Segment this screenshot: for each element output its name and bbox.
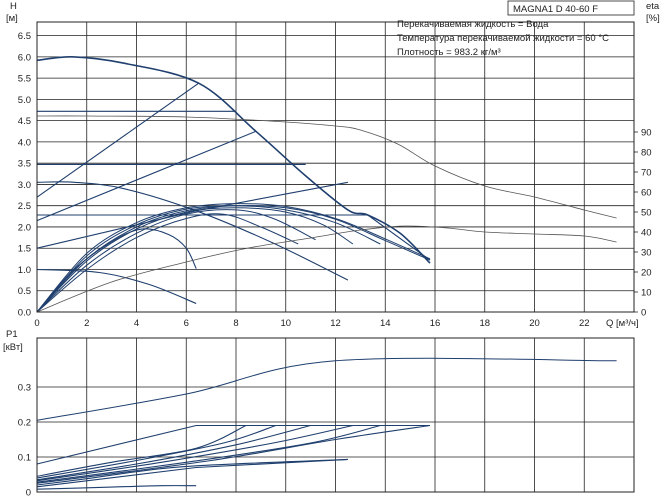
eta-y-tick-label: 0 — [641, 308, 646, 319]
head-axis-unit: [м] — [6, 13, 18, 24]
x-tick-label: 12 — [330, 318, 341, 329]
power-y-ticks: 0 0.1 0.2 0.3 — [18, 383, 31, 499]
power-y-tick-label: 0.3 — [18, 383, 31, 394]
head-y-tick-label: 4.0 — [18, 137, 31, 148]
power-curve-speed-6 — [36, 424, 381, 483]
head-grid — [37, 22, 634, 312]
info-line-temperature: Температура перекачиваемой жидкости = 60… — [397, 33, 609, 44]
head-curve-proportional-1 — [36, 130, 257, 222]
power-curve-speed-5 — [36, 424, 354, 482]
head-curve-constant_curve-8 — [36, 181, 349, 281]
head-curve-max-6 — [36, 56, 431, 264]
head-y-tick-label: 1.5 — [18, 244, 31, 255]
head-curve-small-16 — [36, 228, 197, 313]
head-curves — [36, 56, 617, 313]
eta-y-tick-label: 20 — [641, 268, 652, 279]
head-curve-autoadapt-15 — [36, 213, 299, 313]
eta-y-tick-label: 70 — [641, 168, 652, 179]
head-y-tick-label: 0.0 — [18, 308, 31, 319]
x-tick-label: 14 — [380, 318, 391, 329]
eta-y-tick-label: 50 — [641, 208, 652, 219]
info-line-fluid: Перекачиваемая жидкость = Вода — [397, 19, 549, 30]
x-tick-label: 22 — [579, 318, 590, 329]
eta-y-tick-label: 30 — [641, 248, 652, 259]
eta-y-tick-label: 60 — [641, 188, 652, 199]
x-ticks: 0 2 4 6 8 10 12 14 16 18 20 22 — [34, 318, 589, 329]
eta-axis-label: eta — [646, 1, 660, 12]
head-y-tick-label: 5.5 — [18, 74, 31, 85]
eta-y-tick-label: 40 — [641, 228, 652, 239]
power-curve-speed-2 — [36, 425, 247, 477]
power-curve-speed-7 — [36, 424, 431, 484]
head-y-tick-label: 3.0 — [18, 180, 31, 191]
head-y-tick-label: 6.5 — [18, 31, 31, 42]
power-y-tick-label: 0 — [26, 488, 31, 499]
head-y-tick-label: 1.0 — [18, 265, 31, 276]
head-y-tick-label: 2.5 — [18, 201, 31, 212]
x-tick-label: 18 — [479, 318, 490, 329]
model-box — [507, 0, 635, 16]
head-y-tick-label: 5.0 — [18, 95, 31, 106]
power-curve-max-0 — [36, 357, 617, 421]
power-axis-unit: [кВт] — [3, 342, 23, 353]
head-y-tick-label: 0.5 — [18, 286, 31, 297]
head-curve-autoadapt-12 — [36, 205, 381, 313]
x-tick-label: 8 — [233, 318, 238, 329]
head-curve-autoadapt-13 — [36, 207, 354, 313]
head-y-tick-label: 2.0 — [18, 222, 31, 233]
head-curve-proportional-2 — [36, 82, 200, 198]
power-curve-small-8 — [36, 458, 348, 488]
head-y-tick-label: 4.5 — [18, 116, 31, 127]
eta-y-tick-label: 10 — [641, 288, 652, 299]
head-y-tick-label: 3.5 — [18, 159, 31, 170]
head-curve-constant_curve-9 — [36, 268, 197, 305]
power-curve-speed-4 — [36, 424, 311, 481]
eta-y-tick-label: 80 — [641, 148, 652, 159]
head-axis-label: H — [10, 1, 17, 12]
x-tick-label: 0 — [34, 318, 39, 329]
power-grid — [37, 338, 634, 492]
head-curve-efficiency-17 — [36, 225, 617, 313]
head-plot-frame — [36, 21, 635, 313]
head-y-tick-label: 6.0 — [18, 52, 31, 63]
head-curve-efficiency_max-18 — [36, 115, 617, 219]
x-tick-label: 10 — [280, 318, 291, 329]
power-curve-constant-1 — [36, 424, 430, 465]
head-curve-autoadapt-14 — [36, 209, 316, 313]
power-curve-constant-10 — [36, 458, 348, 486]
power-curve-speed-3 — [36, 424, 276, 479]
x-axis-label: Q [м³/ч] — [606, 318, 639, 329]
power-curves — [36, 357, 617, 490]
info-line-density: Плотность = 983.2 кг/м³ — [397, 47, 501, 58]
head-curve-autoadapt-10 — [36, 203, 431, 313]
x-tick-label: 6 — [184, 318, 189, 329]
x-tick-label: 16 — [430, 318, 441, 329]
power-curve-min-9 — [36, 485, 197, 490]
x-tick-label: 2 — [84, 318, 89, 329]
eta-y-tick-label: 90 — [641, 128, 652, 139]
eta-axis-unit: [%] — [646, 13, 660, 24]
x-tick-label: 20 — [529, 318, 540, 329]
head-curve-max_upper-7 — [367, 214, 431, 261]
power-y-tick-label: 0.1 — [18, 453, 31, 464]
head-y-ticks: 0.0 0.5 1.0 1.5 2.0 2.5 3.0 3.5 4.0 4.5 5.0 5.5 6.0 6… — [18, 31, 31, 318]
model-label: MAGNA1 D 40-60 F — [513, 4, 598, 15]
x-tick-label: 4 — [134, 318, 139, 329]
power-plot-frame — [36, 337, 635, 493]
power-axis-label: P1 — [6, 329, 18, 340]
power-y-tick-label: 0.2 — [18, 418, 31, 429]
eta-y-ticks: 0 10 20 30 40 50 60 70 80 90 — [634, 128, 652, 319]
